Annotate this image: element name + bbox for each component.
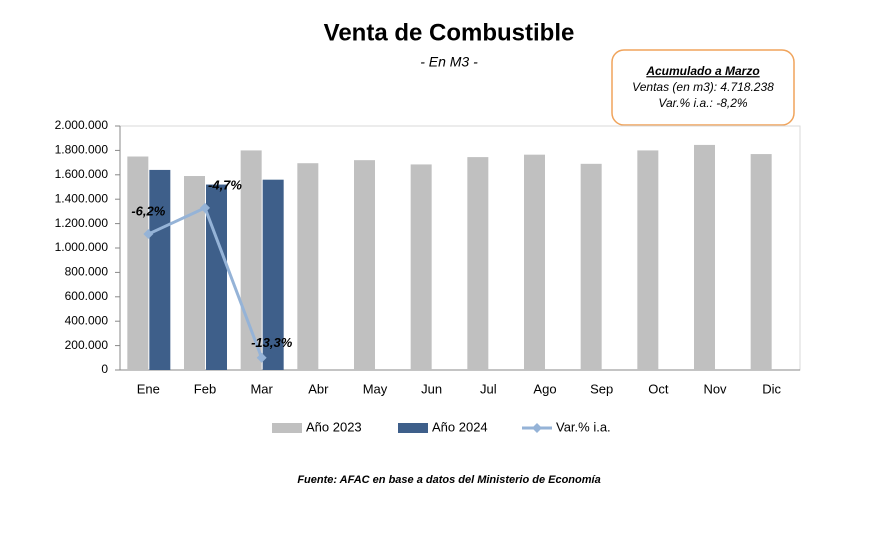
bar xyxy=(524,154,545,370)
bar xyxy=(354,160,375,370)
line-marker xyxy=(143,229,154,240)
y-tick-label: 1.800.000 xyxy=(55,143,109,157)
annotation-line: Ventas (en m3): 4.718.238 xyxy=(632,80,774,94)
annotation-line: Var.% i.a.: -8,2% xyxy=(658,96,747,110)
source: Fuente: AFAC en base a datos del Ministe… xyxy=(297,474,600,486)
bar xyxy=(637,150,659,370)
line-marker xyxy=(256,352,267,363)
bar xyxy=(127,156,149,370)
data-label: -6,2% xyxy=(131,203,165,218)
x-tick-label: Ago xyxy=(533,381,556,396)
x-tick-label: Oct xyxy=(648,381,669,396)
y-tick-label: 1.600.000 xyxy=(55,167,109,181)
x-tick-label: Mar xyxy=(250,381,273,396)
bar xyxy=(694,144,715,370)
x-tick-label: Dic xyxy=(762,381,781,396)
x-tick-label: Abr xyxy=(308,381,329,396)
legend-swatch xyxy=(272,423,302,433)
x-tick-label: Jun xyxy=(421,381,442,396)
annotation-box xyxy=(611,49,795,126)
x-tick-label: Ene xyxy=(137,381,160,396)
y-tick-label: 600.000 xyxy=(65,289,109,303)
y-tick-label: 400.000 xyxy=(65,313,109,327)
y-tick-label: 800.000 xyxy=(65,265,109,279)
y-tick-label: 200.000 xyxy=(65,338,109,352)
legend-label: Año 2023 xyxy=(306,419,362,434)
bar xyxy=(580,163,602,370)
y-tick-label: 1.400.000 xyxy=(55,191,109,205)
x-tick-label: May xyxy=(363,381,388,396)
y-tick-label: 0 xyxy=(101,362,108,376)
annotation-title: Acumulado a Marzo xyxy=(645,64,759,78)
y-tick-label: 2.000.000 xyxy=(55,118,109,132)
chart-title: Venta de Combustible xyxy=(324,19,575,46)
chart-subtitle: - En M3 - xyxy=(420,54,478,70)
bar xyxy=(410,164,432,370)
bar xyxy=(149,169,171,370)
data-label: -4,7% xyxy=(208,177,242,192)
legend-label: Var.% i.a. xyxy=(556,419,611,434)
x-tick-label: Nov xyxy=(703,381,727,396)
data-label: -13,3% xyxy=(251,335,293,350)
y-tick-label: 1.200.000 xyxy=(55,216,109,230)
y-tick-label: 1.000.000 xyxy=(55,240,109,254)
legend-swatch xyxy=(532,423,542,433)
bar xyxy=(467,157,489,370)
line-marker xyxy=(200,202,210,213)
legend-label: Año 2024 xyxy=(432,419,488,434)
x-tick-label: Sep xyxy=(590,381,613,396)
bar xyxy=(750,154,772,370)
bar xyxy=(184,176,205,370)
x-tick-label: Jul xyxy=(480,381,497,396)
bar xyxy=(206,184,227,370)
x-tick-label: Feb xyxy=(194,381,216,396)
legend-swatch xyxy=(398,423,428,433)
bar xyxy=(297,163,319,370)
bar xyxy=(262,179,284,370)
